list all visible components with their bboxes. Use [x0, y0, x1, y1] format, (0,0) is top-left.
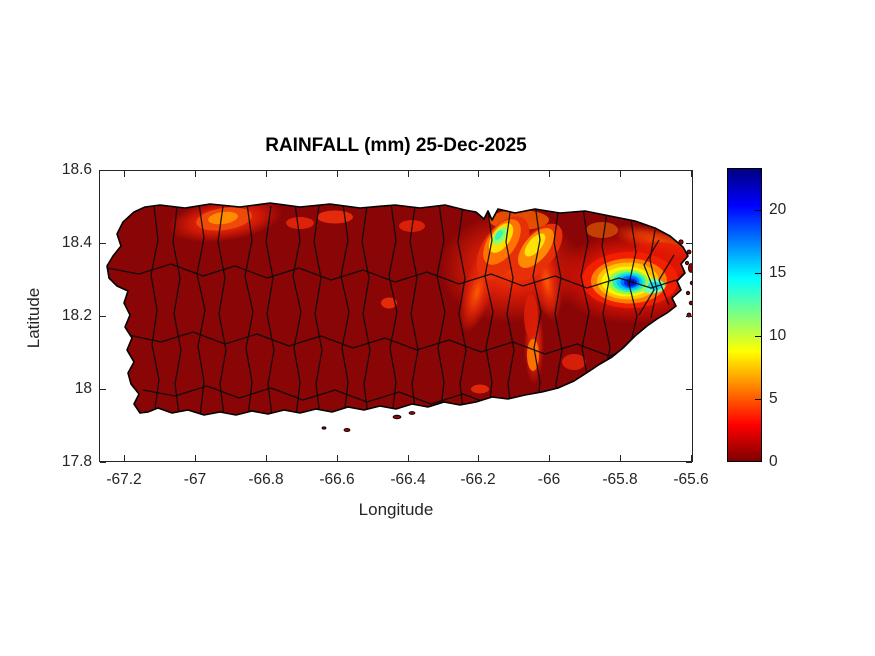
x-tick-mark	[408, 455, 409, 461]
y-tick-mark	[100, 243, 106, 244]
puerto-rico-rainfall-map	[106, 202, 695, 432]
x-tick-mark	[195, 455, 196, 461]
x-tick-mark	[266, 455, 267, 461]
y-tick-label: 18.4	[61, 234, 92, 251]
colorbar-tick-mark	[755, 399, 761, 400]
coastline	[106, 202, 689, 416]
x-tick-mark-top	[337, 171, 338, 177]
x-tick-mark-top	[478, 171, 479, 177]
x-tick-mark-top	[195, 171, 196, 177]
colorbar-tick-label: 20	[769, 201, 787, 218]
colorbar-tick-mark	[755, 273, 761, 274]
x-tick-mark-top	[408, 171, 409, 177]
x-tick-mark	[337, 455, 338, 461]
x-tick-mark-top	[691, 171, 692, 177]
y-tick-mark-right	[686, 316, 692, 317]
x-tick-label: -66.8	[248, 471, 284, 488]
y-tick-mark	[100, 316, 106, 317]
x-tick-mark	[478, 455, 479, 461]
colorbar-tick-label: 5	[769, 390, 778, 407]
colorbar-tick-mark	[755, 336, 761, 337]
x-tick-mark	[691, 455, 692, 461]
x-tick-label: -65.8	[602, 471, 638, 488]
x-tick-mark	[549, 455, 550, 461]
colorbar-tick-label: 15	[769, 264, 787, 281]
x-axis-label: Longitude	[358, 500, 434, 519]
x-tick-mark-top	[124, 171, 125, 177]
colorbar-tick-label: 10	[769, 327, 787, 344]
y-tick-label: 18	[74, 380, 92, 397]
y-tick-label: 18.2	[61, 307, 92, 324]
colorbar-tick-label: 0	[769, 453, 778, 470]
x-tick-label: -66	[537, 471, 561, 488]
y-tick-mark-right	[686, 170, 692, 171]
plot-title: RAINFALL (mm) 25-Dec-2025	[265, 135, 527, 156]
colorbar-tick-mark	[755, 210, 761, 211]
x-tick-mark-top	[549, 171, 550, 177]
y-tick-mark	[100, 389, 106, 390]
x-tick-mark-top	[620, 171, 621, 177]
x-tick-label: -67.2	[106, 471, 142, 488]
y-tick-label: 17.8	[61, 453, 92, 470]
colorbar	[727, 168, 762, 462]
x-tick-label: -67	[183, 471, 207, 488]
y-tick-mark-right	[686, 389, 692, 390]
y-tick-label: 18.6	[61, 161, 92, 178]
x-tick-label: -66.4	[390, 471, 426, 488]
x-tick-label: -66.6	[319, 471, 355, 488]
rainfall-field	[107, 203, 688, 415]
plot-area	[99, 170, 695, 462]
y-tick-mark	[100, 462, 106, 463]
x-tick-mark	[620, 455, 621, 461]
rainfall-hotspot-northeast-el-yunque	[554, 224, 688, 324]
y-tick-mark-right	[686, 462, 692, 463]
x-tick-label: -66.2	[460, 471, 496, 488]
municipal-boundaries	[107, 203, 684, 415]
x-tick-mark-top	[266, 171, 267, 177]
y-tick-mark	[100, 170, 106, 171]
rainfall-hotspot-northwest	[167, 203, 283, 243]
x-tick-mark	[124, 455, 125, 461]
x-tick-label: -65.6	[673, 471, 709, 488]
y-tick-mark-right	[686, 243, 692, 244]
